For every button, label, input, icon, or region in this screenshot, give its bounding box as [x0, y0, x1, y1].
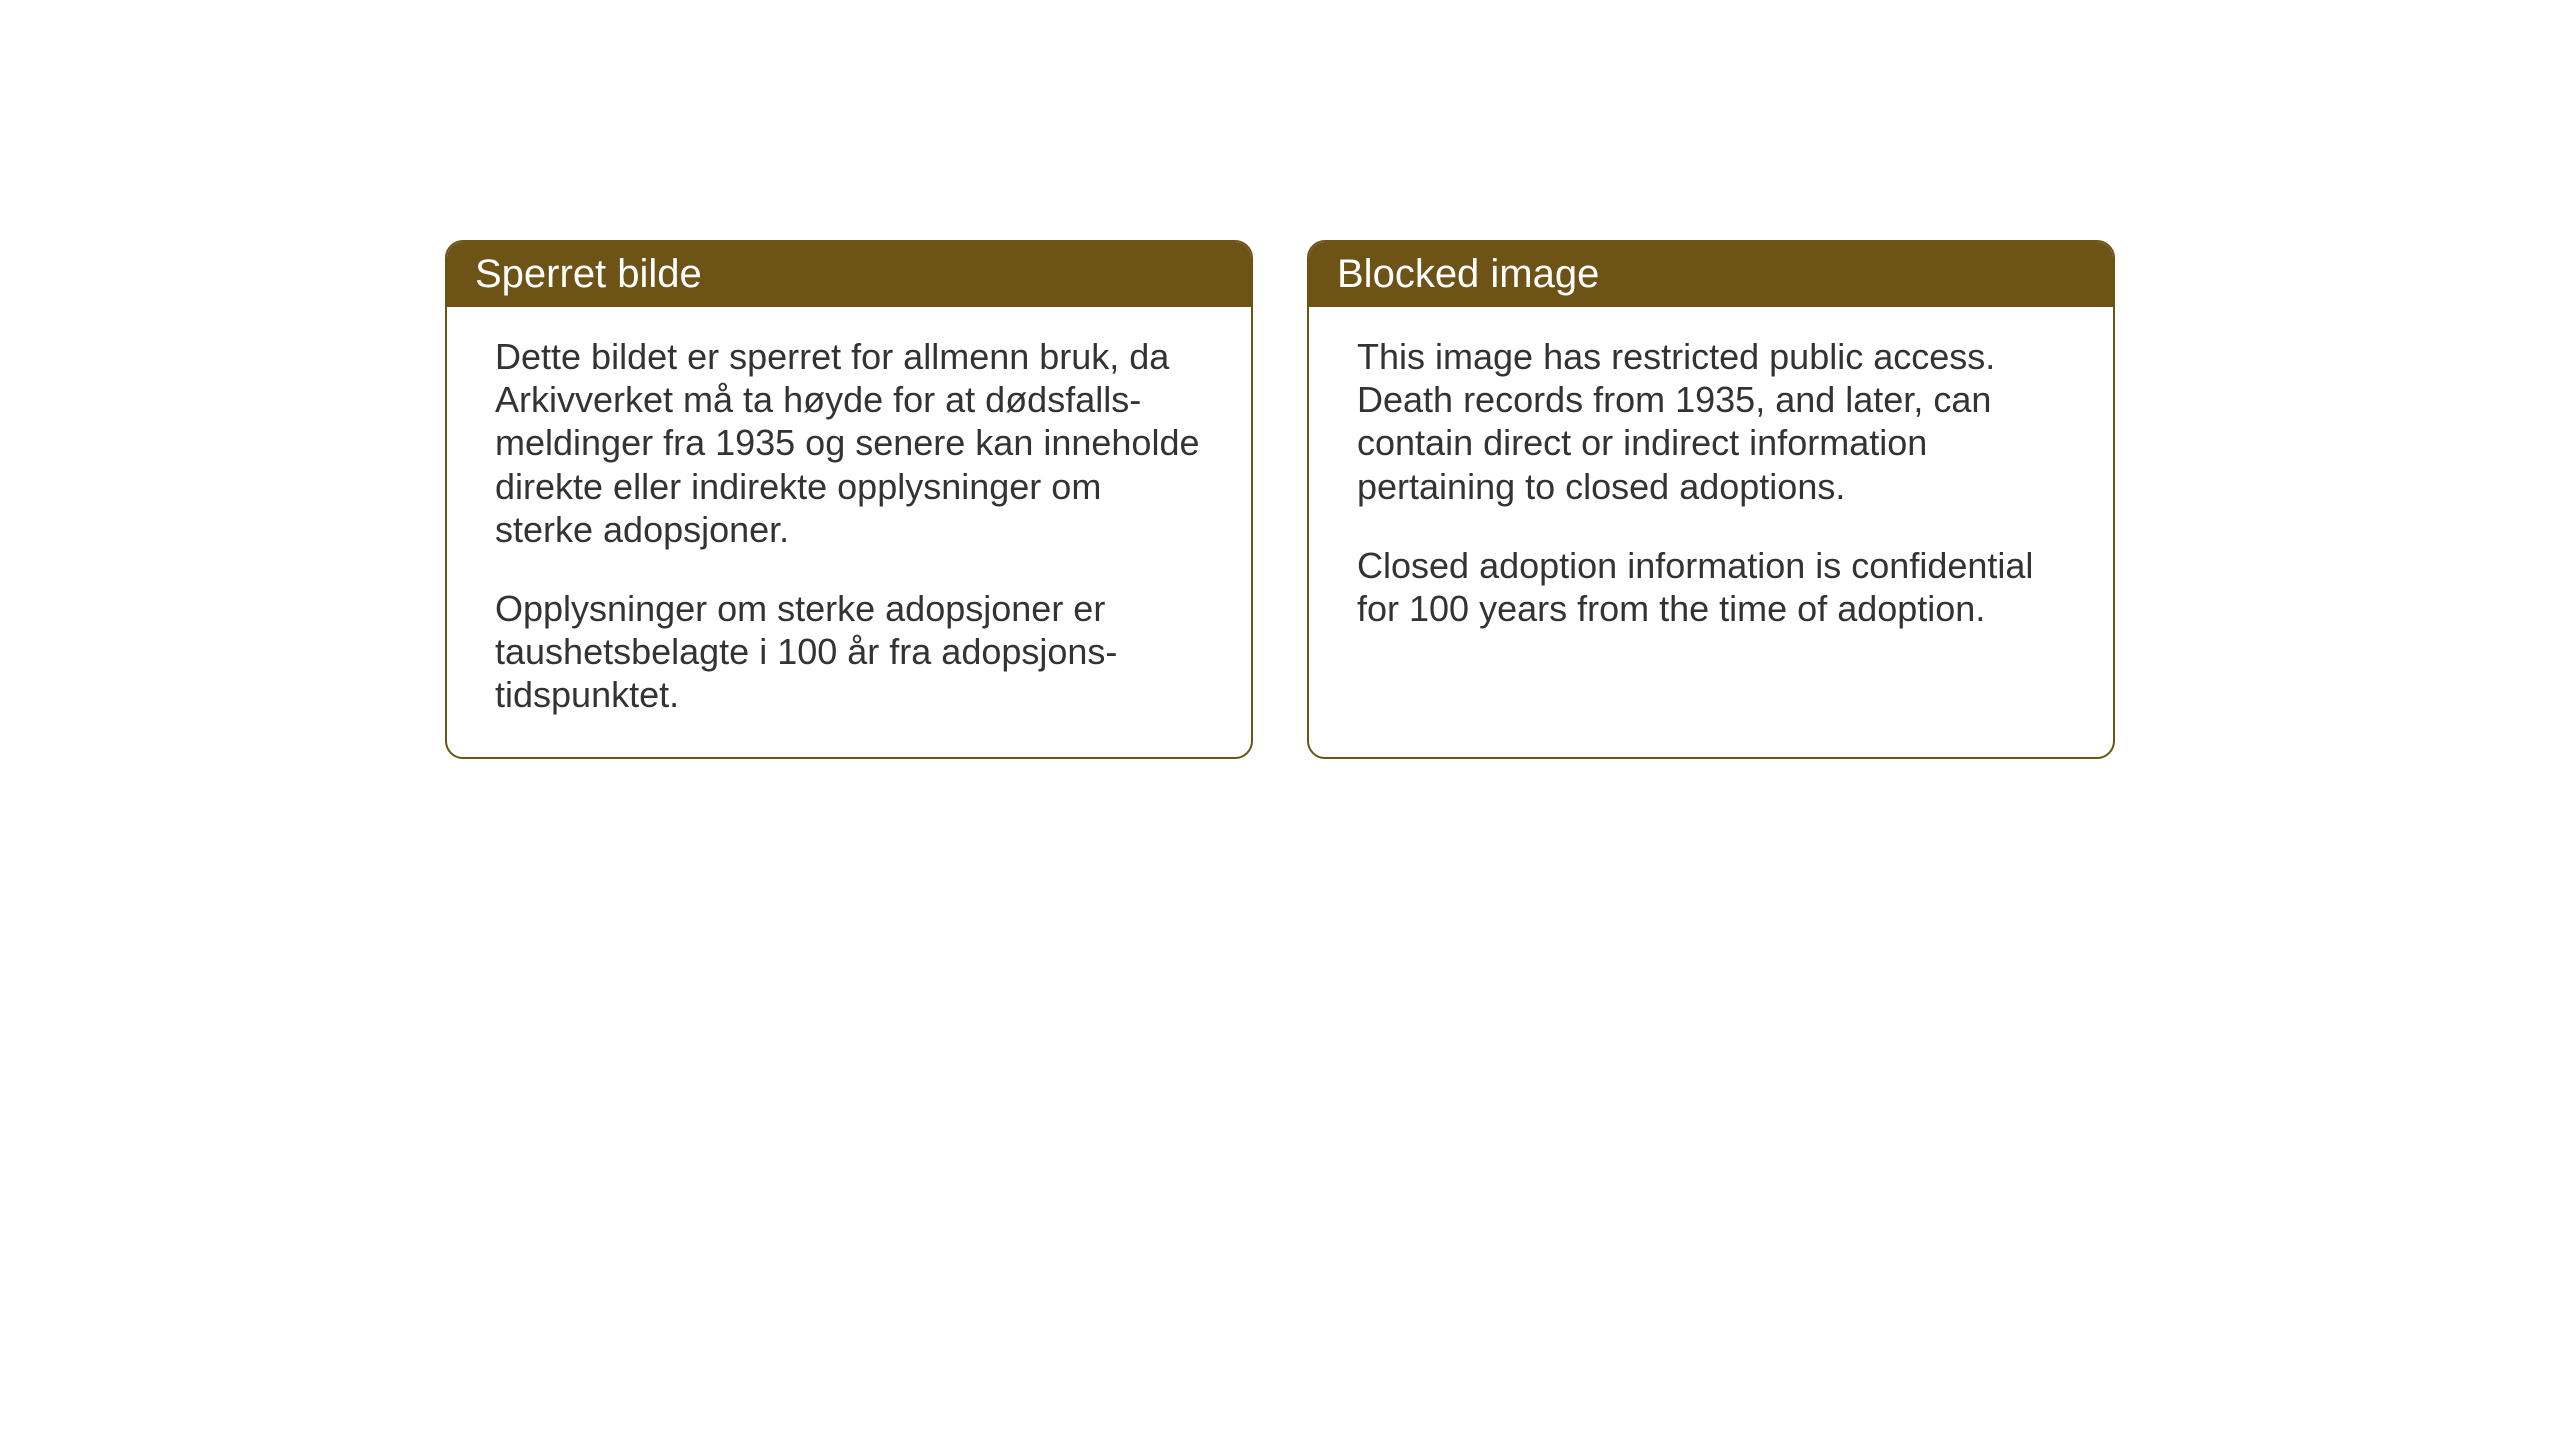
norwegian-notice-card: Sperret bilde Dette bildet er sperret fo…: [445, 240, 1253, 759]
norwegian-paragraph-2: Opplysninger om sterke adopsjoner er tau…: [495, 587, 1203, 717]
english-card-header: Blocked image: [1309, 242, 2113, 307]
english-card-title: Blocked image: [1337, 252, 1599, 296]
english-notice-card: Blocked image This image has restricted …: [1307, 240, 2115, 759]
english-card-body: This image has restricted public access.…: [1309, 307, 2113, 726]
norwegian-paragraph-1: Dette bildet er sperret for allmenn bruk…: [495, 335, 1203, 551]
english-paragraph-2: Closed adoption information is confident…: [1357, 544, 2065, 630]
notice-cards-container: Sperret bilde Dette bildet er sperret fo…: [445, 240, 2115, 759]
norwegian-card-title: Sperret bilde: [475, 252, 702, 296]
english-paragraph-1: This image has restricted public access.…: [1357, 335, 2065, 508]
norwegian-card-header: Sperret bilde: [447, 242, 1251, 307]
norwegian-card-body: Dette bildet er sperret for allmenn bruk…: [447, 307, 1251, 757]
